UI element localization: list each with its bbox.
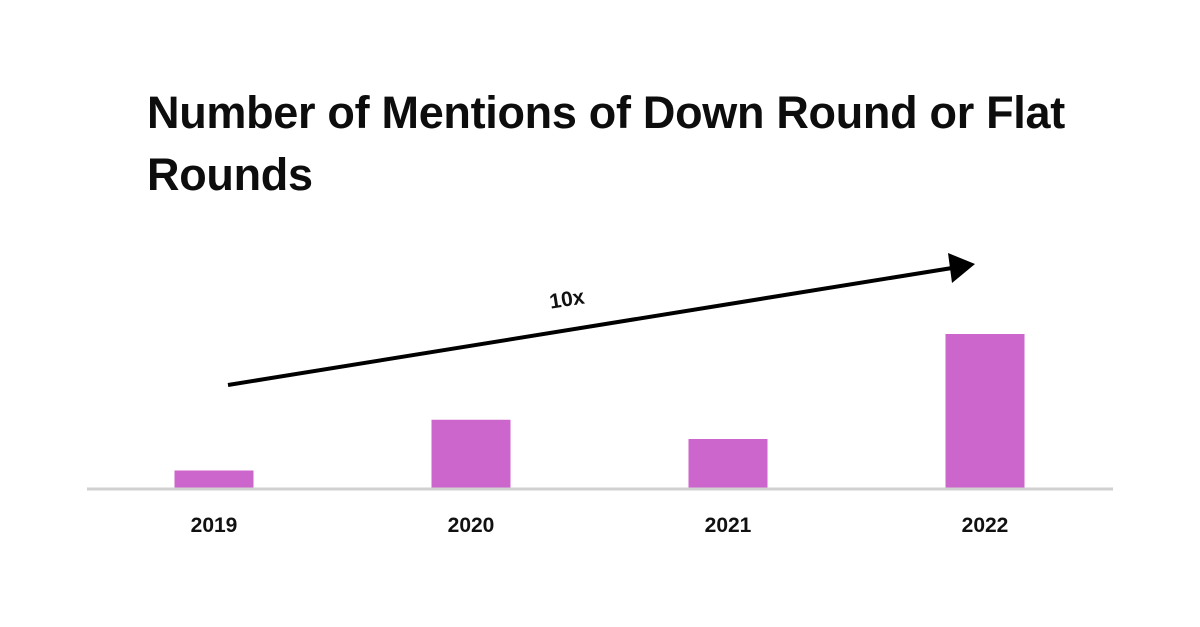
x-tick-label-2020: 2020 <box>448 514 495 537</box>
bar-2020 <box>431 419 511 488</box>
bar-2022 <box>945 334 1025 488</box>
trend-arrowhead <box>948 253 975 283</box>
x-tick-label-2021: 2021 <box>705 514 752 537</box>
x-tick-labels: 2019 2020 2021 2022 <box>191 514 1009 537</box>
bar-2019 <box>174 470 254 488</box>
trend-label: 10x <box>548 285 587 313</box>
trend-annotation: 10x <box>227 253 975 387</box>
trend-arrow <box>227 266 953 387</box>
chart-title: Number of Mentions of Down Round or Flat… <box>147 87 1065 200</box>
bar-2021 <box>688 439 768 488</box>
bars-layer <box>174 334 1025 488</box>
x-tick-label-2022: 2022 <box>962 514 1009 537</box>
x-tick-label-2019: 2019 <box>191 514 238 537</box>
